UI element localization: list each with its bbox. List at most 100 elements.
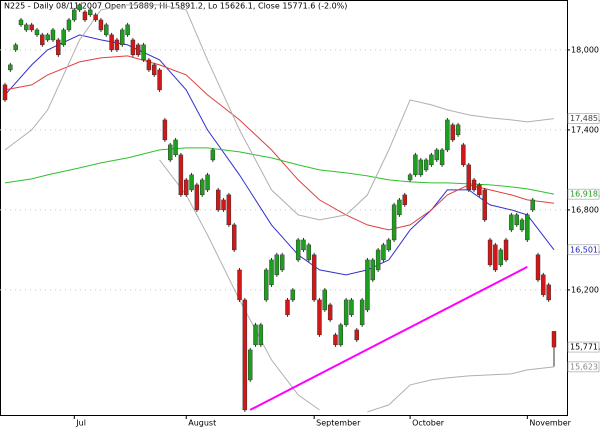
candle-body (178, 154, 184, 196)
candle-body (226, 194, 232, 226)
candle-body (2, 84, 8, 101)
y-tick-label: 17,400 (571, 125, 599, 134)
candle-body (205, 174, 210, 191)
y-tick-label: 16,800 (571, 205, 599, 214)
candle-body (375, 249, 381, 271)
candle-body (8, 64, 13, 71)
candle-body (370, 259, 375, 281)
candle-body (157, 69, 162, 91)
candle-body (509, 214, 514, 231)
candle-body (503, 239, 509, 261)
candle-body (551, 331, 557, 348)
candle-body (381, 244, 386, 261)
candle-body (125, 24, 130, 36)
price-label: 16,918.4 (570, 190, 600, 199)
overlay-line (367, 366, 555, 413)
price-label-box (567, 188, 600, 200)
candle-body (146, 59, 152, 71)
candle-body (365, 259, 370, 311)
candle-body (184, 179, 189, 196)
candle-body (418, 159, 423, 176)
candle-body (162, 119, 168, 141)
candle-body (354, 329, 359, 341)
candle-body (56, 39, 61, 56)
candle-body (61, 29, 66, 46)
candle-body (82, 11, 88, 21)
candle-body (104, 24, 109, 36)
candle-body (519, 219, 525, 231)
candle-body (24, 24, 29, 31)
candle-body (429, 154, 434, 166)
candle-body (13, 44, 18, 51)
candle-body (439, 149, 445, 166)
candle-body (349, 299, 354, 316)
candle-body (130, 39, 136, 56)
candle-body (93, 14, 98, 21)
candle-body (301, 239, 306, 251)
candle-body (407, 174, 413, 181)
candle-body (423, 159, 429, 171)
candle-body (45, 34, 50, 41)
price-label-box (567, 361, 600, 373)
candle-body (434, 149, 439, 161)
candle-body (88, 9, 93, 16)
candle-body (487, 239, 493, 266)
candle-body (285, 299, 290, 316)
candle-body (455, 124, 461, 136)
candle-body (466, 164, 471, 191)
candle-body (535, 254, 541, 281)
candle-body (200, 179, 205, 196)
candle-body (40, 34, 45, 46)
price-label-box (567, 244, 600, 256)
candle-body (333, 334, 338, 346)
candle-body (322, 289, 328, 311)
candle-body (29, 24, 34, 31)
price-label: 17,485.1 (570, 114, 600, 123)
candle-body (498, 249, 503, 266)
price-label-box (567, 341, 600, 353)
candle-body (477, 184, 482, 196)
candle-body (114, 39, 120, 51)
candle-body (253, 324, 258, 346)
candle-body (242, 299, 248, 411)
candle-body (237, 269, 242, 301)
candle-body (306, 244, 312, 261)
candle-body (530, 199, 535, 211)
candle-body (258, 324, 264, 346)
candle-body (541, 274, 546, 296)
price-label: 15,771.6 (570, 343, 600, 352)
candle-body (34, 29, 40, 36)
candle-body (18, 19, 24, 26)
candle-body (493, 244, 498, 271)
candle-body (77, 4, 82, 11)
candle-body (120, 29, 125, 46)
plot-frame (0, 0, 568, 416)
candle-body (445, 119, 450, 151)
candle-body (402, 194, 407, 206)
candle-body (66, 19, 72, 31)
price-label: 15,623 (570, 362, 598, 371)
x-tick-label: August (188, 419, 216, 428)
candle-body (525, 214, 530, 241)
candle-body (413, 154, 418, 176)
candle-body (173, 139, 178, 156)
x-tick-label: September (316, 419, 361, 428)
candle-body (482, 189, 487, 221)
candle-body (295, 239, 301, 261)
trendline (249, 266, 528, 411)
candle-body (109, 34, 114, 51)
candle-body (269, 259, 274, 286)
candle-body (317, 299, 322, 336)
candle-body (274, 254, 280, 276)
price-label: 16,501.1 (570, 245, 600, 254)
price-label-box (567, 113, 600, 124)
candle-body (471, 179, 477, 191)
candle-body (343, 299, 349, 326)
candle-body (231, 224, 237, 251)
candle-body (247, 349, 253, 381)
candle-body (311, 254, 317, 301)
candle-body (338, 324, 343, 346)
candle-body (290, 289, 296, 301)
x-tick-label: October (412, 419, 445, 428)
